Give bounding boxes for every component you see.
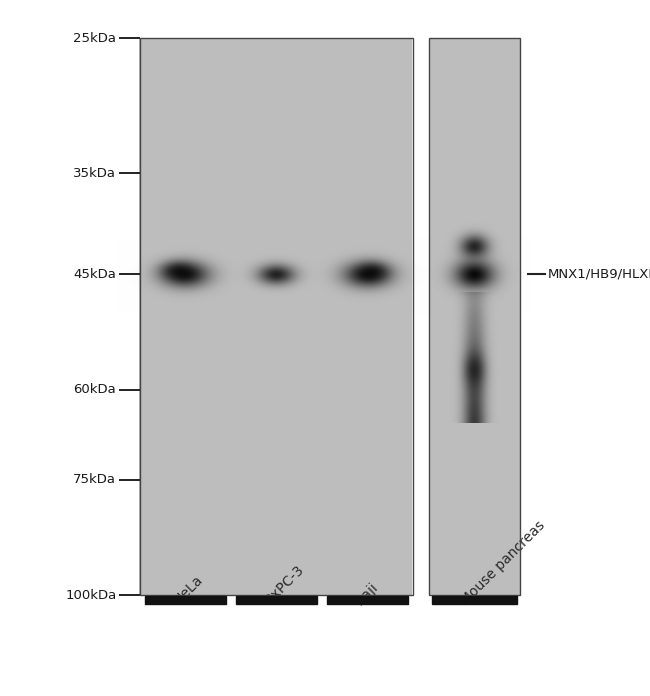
Text: Mouse pancreas: Mouse pancreas [458, 518, 548, 608]
Text: 100kDa: 100kDa [65, 589, 116, 601]
Text: Raji: Raji [353, 579, 381, 608]
Bar [432, 596, 517, 604]
Text: HeLa: HeLa [171, 573, 205, 608]
Text: 35kDa: 35kDa [73, 167, 116, 180]
Bar [429, 38, 520, 595]
Text: MNX1/HB9/HLXB9: MNX1/HB9/HLXB9 [548, 268, 650, 281]
Bar [145, 596, 226, 604]
Text: 25kDa: 25kDa [73, 32, 116, 45]
Text: BxPC-3: BxPC-3 [262, 562, 307, 608]
Text: 60kDa: 60kDa [73, 383, 116, 397]
Bar [327, 596, 408, 604]
Bar [140, 38, 413, 595]
Text: 75kDa: 75kDa [73, 473, 116, 486]
Bar [236, 596, 317, 604]
Text: 45kDa: 45kDa [73, 268, 116, 281]
